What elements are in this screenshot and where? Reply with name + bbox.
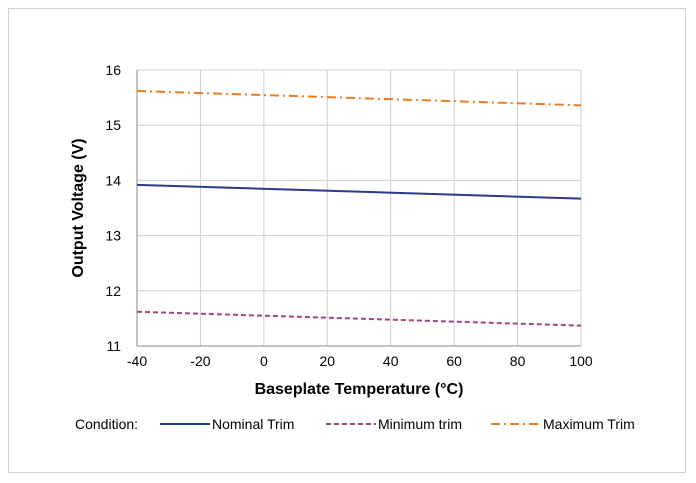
series-line-maximum-trim xyxy=(136,89,582,107)
legend-title: Condition: xyxy=(75,416,138,432)
legend-label: Minimum trim xyxy=(378,416,462,432)
x-tick-label: 0 xyxy=(260,353,268,369)
x-tick-label: -20 xyxy=(190,353,210,369)
x-tick-label: 20 xyxy=(319,353,335,369)
legend: Condition: Nominal Trim Minimum trim Maxim… xyxy=(75,416,635,432)
y-tick-label: 15 xyxy=(105,117,121,133)
y-tick-label: 16 xyxy=(105,62,121,78)
legend-label: Maximum Trim xyxy=(543,416,635,432)
series-lines xyxy=(136,89,582,327)
y-tick-label: 11 xyxy=(106,338,121,354)
y-axis-title: Output Voltage (V) xyxy=(70,138,87,277)
y-tick-label: 14 xyxy=(105,172,121,188)
y-tick-label: 12 xyxy=(105,283,121,299)
chart-frame xyxy=(8,8,686,473)
series-line-nominal-trim xyxy=(136,183,582,200)
y-tick-label: 13 xyxy=(105,228,121,244)
grid xyxy=(136,69,582,347)
tick-labels: -40 -20 0 20 40 60 80 100 11 12 13 14 15 16 xyxy=(105,62,592,369)
series-line-minimum-trim xyxy=(136,310,582,327)
x-axis-title: Baseplate Temperature (°C) xyxy=(255,381,464,398)
x-tick-label: 100 xyxy=(569,353,593,369)
x-tick-label: -40 xyxy=(127,353,147,369)
x-tick-label: 60 xyxy=(446,353,462,369)
x-tick-label: 40 xyxy=(383,353,399,369)
x-tick-label: 80 xyxy=(510,353,526,369)
legend-label: Nominal Trim xyxy=(212,416,294,432)
